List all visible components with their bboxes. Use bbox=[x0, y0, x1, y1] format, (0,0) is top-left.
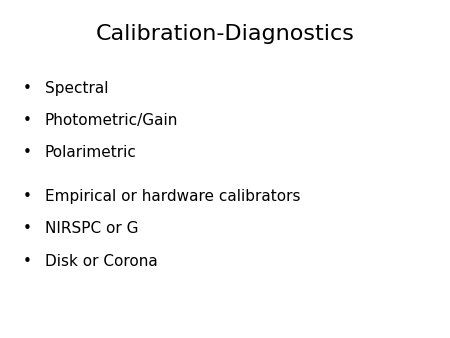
Text: Disk or Corona: Disk or Corona bbox=[45, 254, 158, 268]
Text: •: • bbox=[22, 189, 32, 204]
Text: Empirical or hardware calibrators: Empirical or hardware calibrators bbox=[45, 189, 301, 204]
Text: •: • bbox=[22, 113, 32, 128]
Text: •: • bbox=[22, 221, 32, 236]
Text: •: • bbox=[22, 145, 32, 160]
Text: NIRSPC or G: NIRSPC or G bbox=[45, 221, 139, 236]
Text: Spectral: Spectral bbox=[45, 81, 108, 96]
Text: •: • bbox=[22, 254, 32, 268]
Text: Polarimetric: Polarimetric bbox=[45, 145, 137, 160]
Text: •: • bbox=[22, 81, 32, 96]
Text: Calibration-Diagnostics: Calibration-Diagnostics bbox=[95, 24, 355, 44]
Text: Photometric/Gain: Photometric/Gain bbox=[45, 113, 178, 128]
